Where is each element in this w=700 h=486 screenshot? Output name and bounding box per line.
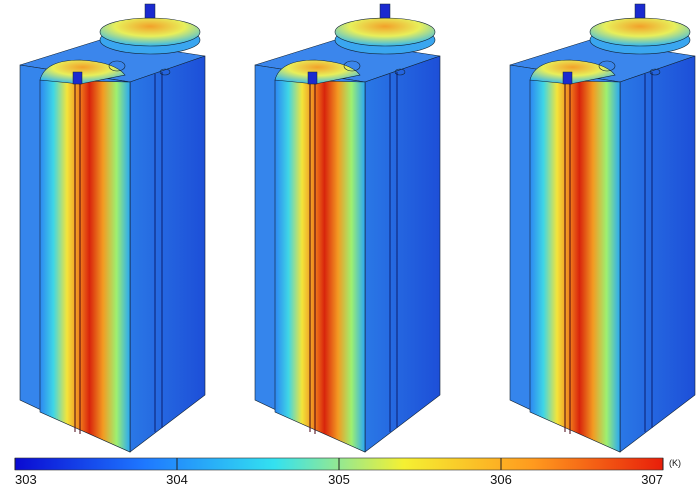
- colorbar-tick-label: 306: [490, 472, 512, 486]
- colorbar: 303 304 305 306 307 (K): [14, 457, 681, 486]
- colorbar-tick-label: 303: [15, 472, 37, 486]
- colorbar-tick-label: 307: [641, 472, 663, 486]
- colorbar-tick-label: 304: [166, 472, 188, 486]
- battery-cell: [509, 3, 696, 453]
- colorbar-tick-label: 305: [328, 472, 350, 486]
- battery-cell: [19, 3, 206, 453]
- colorbar-unit: (K): [669, 458, 681, 468]
- battery-cell: [254, 3, 441, 453]
